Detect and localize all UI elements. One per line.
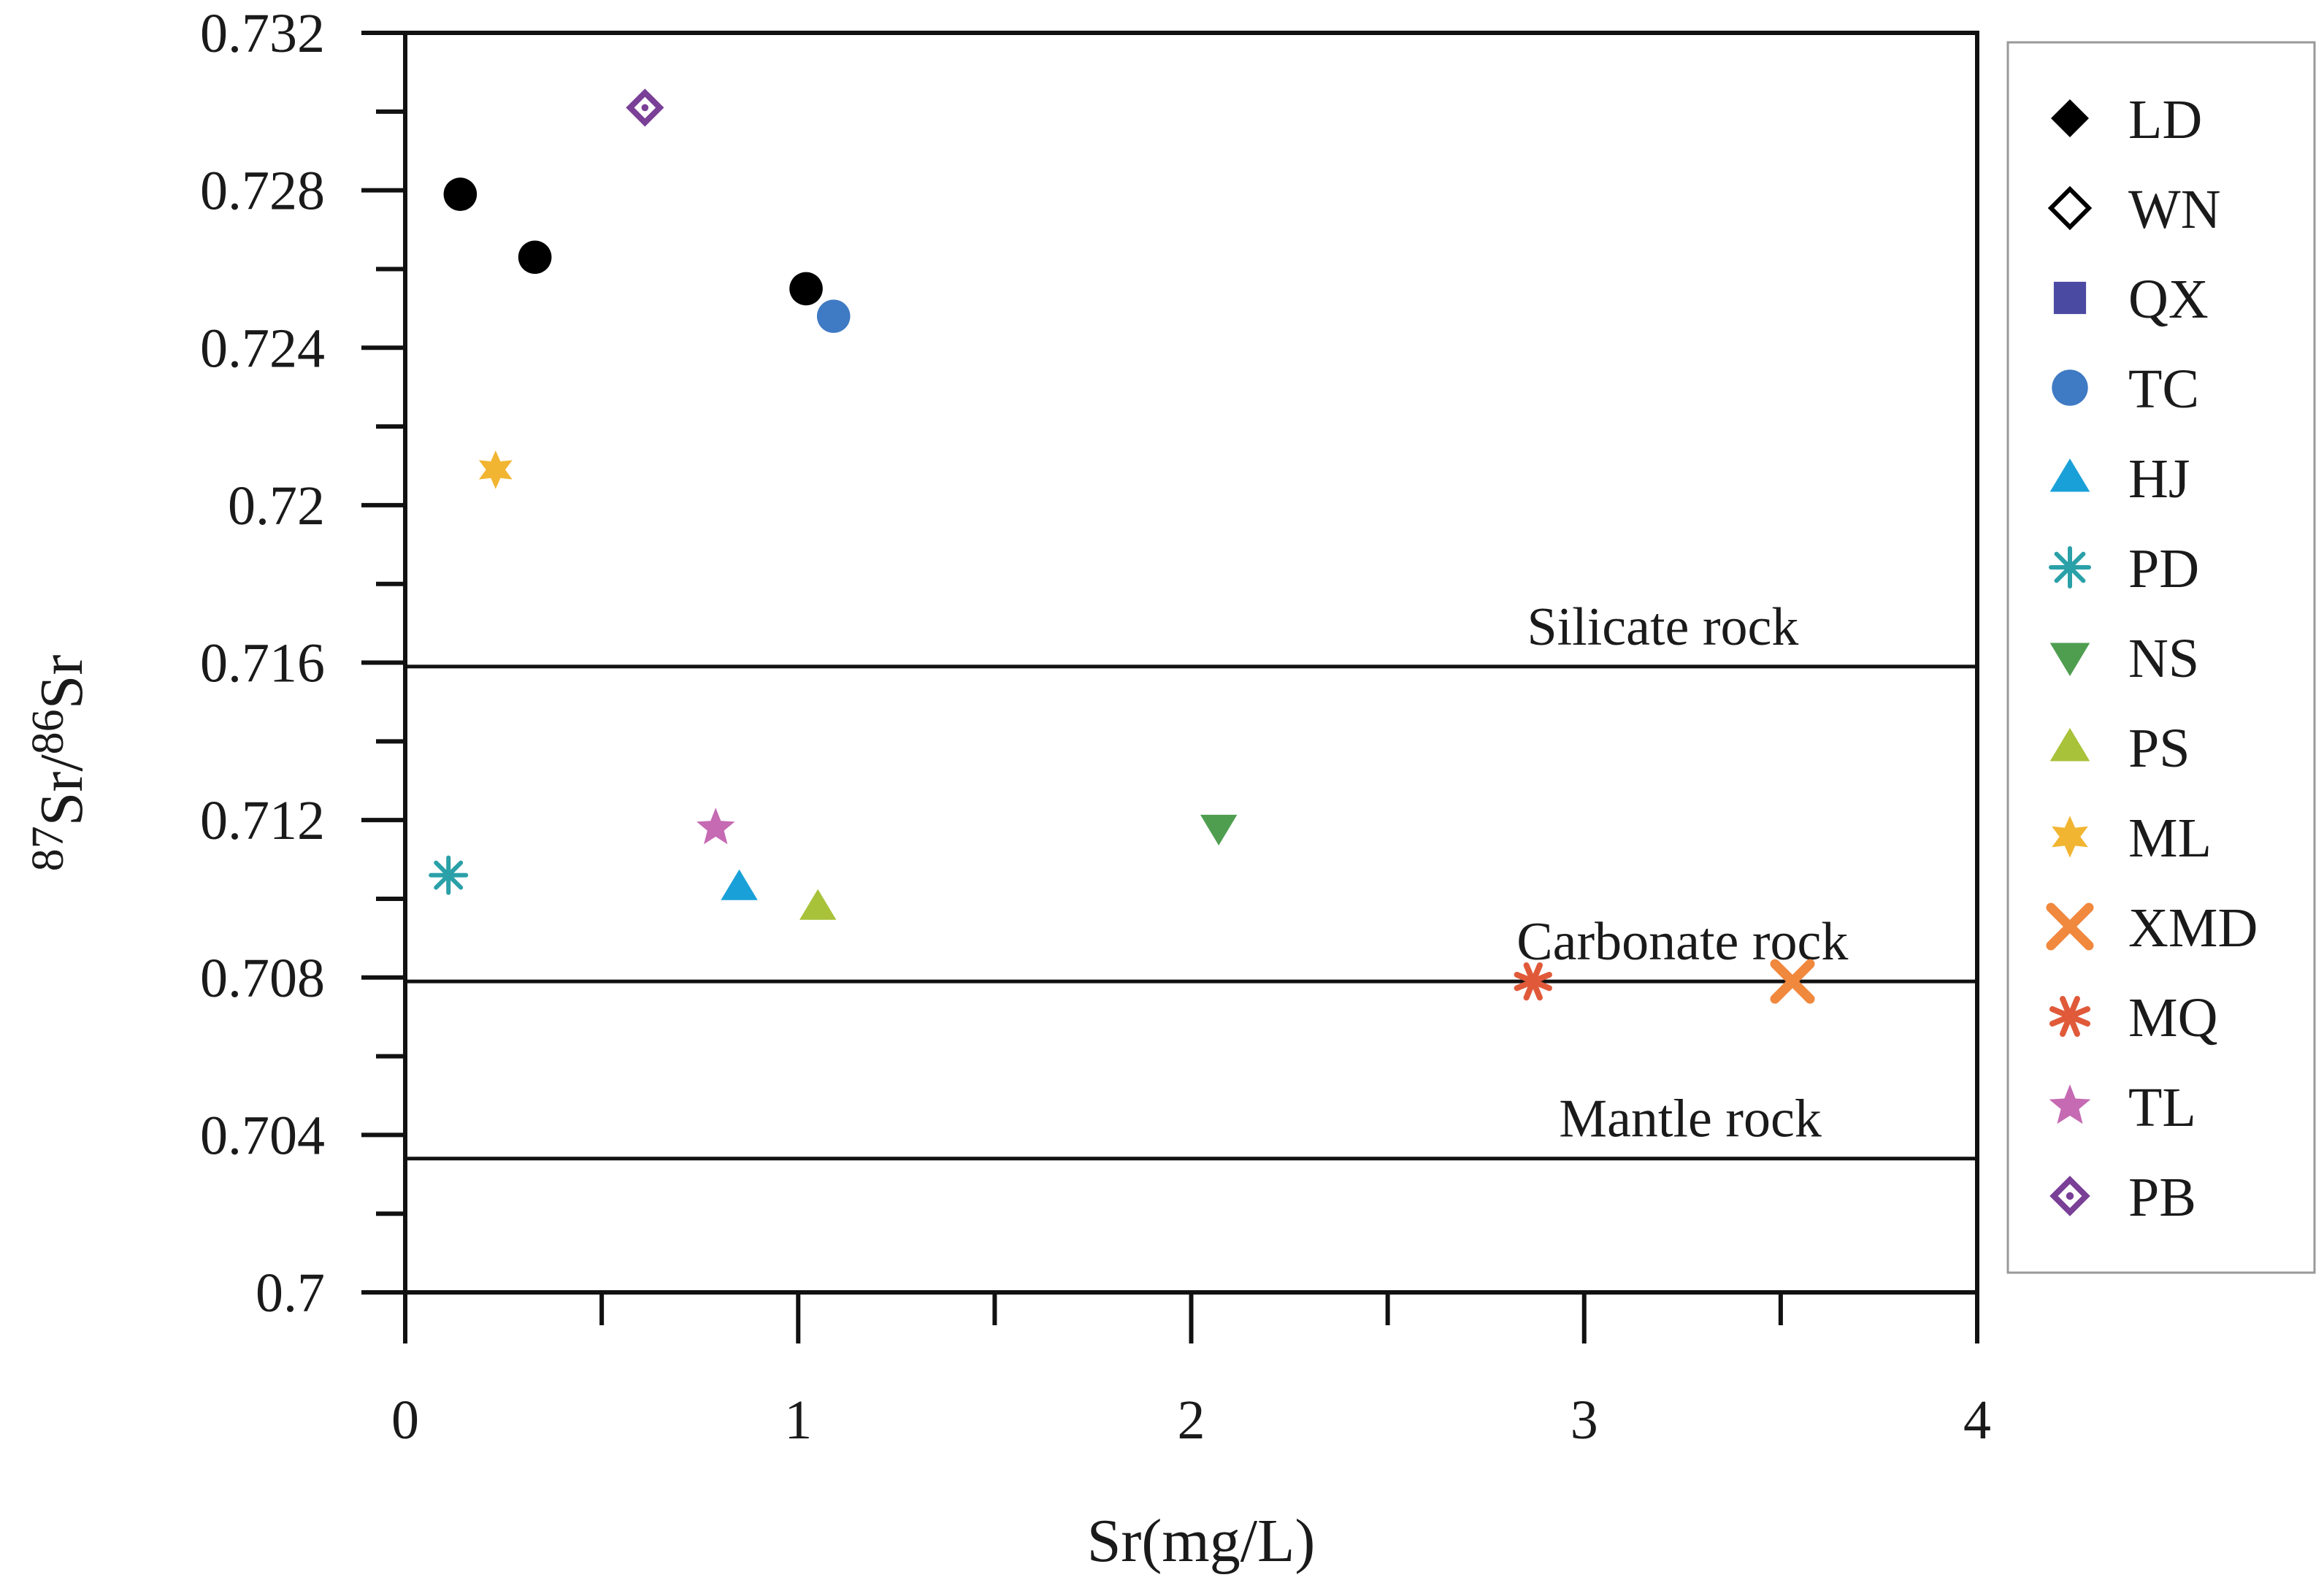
legend-label-pb: PB — [2128, 1167, 2196, 1228]
reference-label-carbonate-rock: Carbonate rock — [1516, 912, 1848, 972]
x-axis: 0 1 2 3 4 — [391, 1292, 1991, 1451]
x-tick-label: 2 — [1178, 1389, 1205, 1451]
legend-label-ml: ML — [2128, 808, 2212, 869]
legend-label-ps: PS — [2128, 718, 2190, 779]
legend-label-hj: HJ — [2128, 448, 2190, 510]
point-ns-1 — [1200, 814, 1238, 846]
legend-marker-ps — [2049, 728, 2090, 762]
legend: LD WN QX TC HJ PD NS PS ML XMD MQ TL PB — [2006, 41, 2316, 1274]
x-tick-label: 3 — [1571, 1389, 1598, 1451]
y-axis-label: 87Sr/86Sr — [23, 655, 96, 872]
y-tick-label: 0.7 — [256, 1262, 325, 1324]
legend-marker-tl — [2049, 1084, 2091, 1124]
legend-marker-ml — [2052, 816, 2088, 858]
point-ml-1 — [478, 451, 513, 489]
y-tick-label: 0.712 — [200, 790, 325, 851]
legend-label-wn: WN — [2128, 179, 2221, 240]
x-tick-label: 1 — [784, 1389, 812, 1451]
point-ld-1 — [443, 177, 478, 211]
legend-marker-ns — [2049, 643, 2090, 676]
data-points — [429, 88, 1815, 1004]
point-hj-1 — [721, 869, 758, 900]
point-xmd-1 — [1770, 959, 1815, 1004]
y-label-superscript-87: 87 — [23, 826, 73, 871]
reference-label-silicate-rock: Silicate rock — [1527, 597, 1798, 657]
point-ld-3 — [789, 272, 823, 306]
legend-label-xmd: XMD — [2128, 897, 2258, 959]
legend-marker-ld — [2051, 99, 2089, 137]
legend-marker-qx — [2053, 281, 2087, 315]
point-tl-1 — [697, 808, 735, 845]
x-tick-label: 0 — [391, 1389, 419, 1451]
legend-marker-pb — [2049, 1176, 2090, 1216]
legend-marker-tc — [2052, 369, 2088, 406]
legend-marker-xmd — [2046, 902, 2094, 951]
point-pb-1 — [626, 88, 664, 127]
legend-label-mq: MQ — [2128, 987, 2217, 1048]
point-tc-1 — [816, 299, 851, 333]
point-mq-1 — [1514, 962, 1552, 1001]
y-tick-label: 0.72 — [228, 475, 325, 537]
y-tick-label: 0.728 — [200, 161, 325, 222]
legend-marker-pd — [2049, 546, 2091, 589]
legend-label-tl: TL — [2128, 1077, 2196, 1138]
y-tick-label: 0.732 — [200, 3, 325, 64]
point-ld-2 — [518, 240, 552, 275]
reference-lines: Silicate rock Carbonate rock Mantle rock — [405, 597, 1977, 1161]
legend-label-ns: NS — [2128, 628, 2199, 689]
legend-label-tc: TC — [2128, 359, 2199, 420]
legend-marker-hj — [2049, 459, 2090, 492]
legend-marker-wn — [2047, 185, 2093, 231]
reference-label-mantle-rock: Mantle rock — [1559, 1089, 1822, 1149]
legend-marker-mq — [2049, 995, 2091, 1038]
x-axis-label: Sr(mg/L) — [1087, 1507, 1316, 1575]
point-pd-1 — [429, 855, 469, 895]
y-label-sr-slash: Sr/ — [28, 754, 96, 827]
y-tick-label: 0.704 — [200, 1105, 325, 1166]
legend-label-pd: PD — [2128, 538, 2199, 599]
y-axis: 0.7 0.704 0.708 0.712 0.716 0.72 0.724 0.728 0.7… — [200, 3, 405, 1324]
y-tick-label: 0.724 — [200, 318, 325, 379]
y-tick-label: 0.716 — [200, 633, 325, 694]
legend-label-qx: QX — [2128, 269, 2209, 330]
y-label-sr: Sr — [28, 655, 96, 710]
x-tick-label: 4 — [1963, 1389, 1991, 1451]
y-tick-label: 0.708 — [200, 948, 325, 1009]
point-ps-1 — [799, 889, 837, 920]
legend-label-ld: LD — [2128, 89, 2202, 150]
y-label-superscript-86: 86 — [23, 709, 73, 754]
